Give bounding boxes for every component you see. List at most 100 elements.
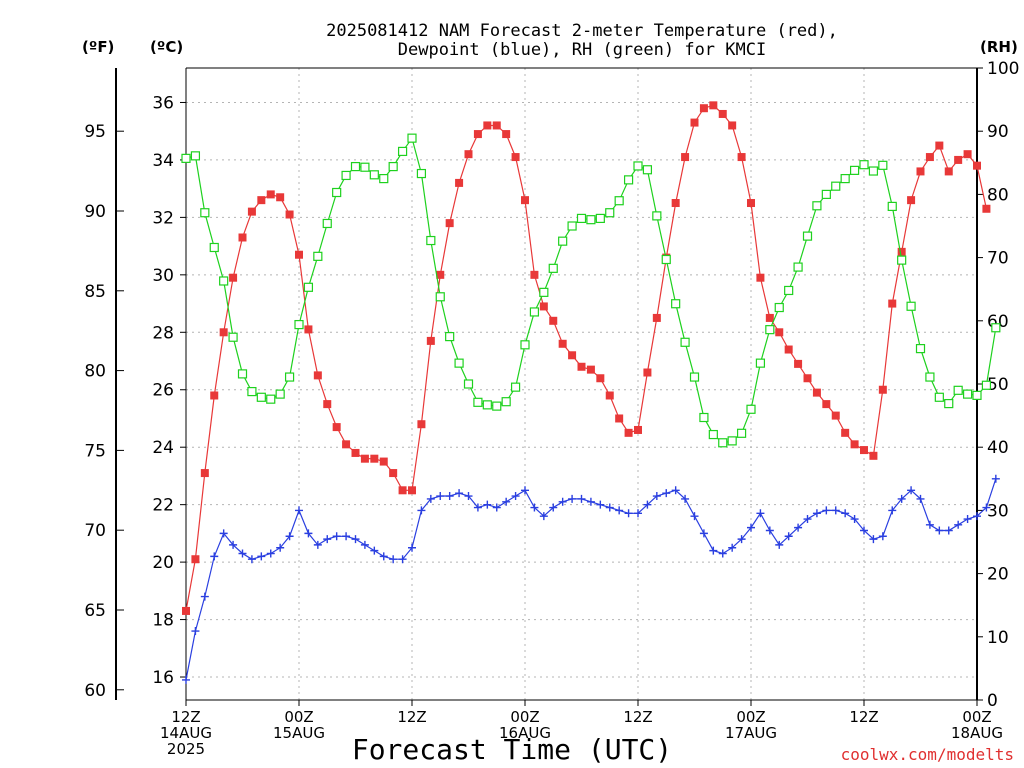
- temperature-line: [185, 104, 987, 612]
- rh-tick-label: 0: [987, 691, 998, 711]
- temperature-point: [257, 196, 266, 205]
- dewpoint-point: [709, 546, 718, 555]
- rh-point: [397, 146, 408, 157]
- dewpoint-point: [229, 540, 238, 549]
- dewpoint-point: [925, 520, 934, 529]
- dewpoint-point: [596, 500, 605, 509]
- rh-point: [463, 379, 474, 389]
- rh-point: [774, 302, 784, 313]
- x-tick-label: 00Z: [962, 708, 991, 726]
- x-tick-label: 17AUG: [725, 724, 777, 742]
- dewpoint-point: [634, 509, 642, 518]
- temperature-point: [973, 161, 981, 170]
- dewpoint-point: [426, 494, 435, 503]
- temperature-point: [878, 385, 887, 394]
- rh-point: [284, 372, 295, 382]
- x-tick-label: 12Z: [849, 708, 878, 726]
- celsius-tick-label: 16: [152, 668, 174, 688]
- rh-point: [623, 175, 634, 185]
- temperature-point: [332, 423, 341, 432]
- rh-point: [482, 400, 492, 410]
- rh-point: [341, 170, 351, 181]
- celsius-tick-label: 24: [152, 438, 174, 458]
- dewpoint-point: [850, 515, 859, 524]
- rh-point: [407, 133, 417, 143]
- rh-point: [313, 251, 323, 261]
- temperature-point: [568, 351, 577, 360]
- dewpoint-point: [549, 503, 558, 512]
- dewpoint-point: [417, 506, 426, 515]
- dewpoint-point: [351, 535, 360, 544]
- dewpoint-point: [473, 503, 482, 512]
- temperature-point: [247, 207, 256, 216]
- temperature-point: [765, 313, 774, 322]
- dewpoint-point: [323, 535, 332, 544]
- celsius-tick-label: 18: [152, 611, 174, 631]
- rh-point: [934, 392, 944, 402]
- temperature-point: [634, 425, 642, 434]
- rh-point: [369, 170, 379, 180]
- temperature-point: [426, 336, 435, 345]
- rh-point: [567, 221, 577, 231]
- dewpoint-point: [737, 535, 746, 544]
- temperature-point: [869, 451, 878, 460]
- credit-text: coolwx.com/modelts: [841, 745, 1014, 764]
- dewpoint-point: [605, 503, 614, 512]
- temperature-point: [699, 104, 708, 113]
- rh-point: [520, 340, 530, 350]
- temperature-point: [360, 454, 369, 463]
- dewpoint-point: [869, 535, 878, 544]
- rh-point: [755, 358, 766, 368]
- temperature-point: [342, 440, 351, 449]
- dewpoint-point: [492, 503, 501, 512]
- temperature-point: [718, 109, 727, 118]
- dewpoint-point: [756, 509, 765, 518]
- fahrenheit-tick-label: 80: [84, 362, 106, 382]
- dewpoint-point: [464, 492, 473, 501]
- rh-point: [699, 412, 709, 423]
- rh-point: [991, 323, 1001, 333]
- temperature-point: [389, 469, 398, 478]
- celsius-tick-label: 26: [152, 381, 174, 401]
- dewpoint-point: [285, 532, 294, 541]
- fahrenheit-tick-label: 85: [84, 282, 106, 302]
- rh-point: [294, 319, 304, 330]
- temperature-point: [643, 368, 652, 377]
- dewpoint-point: [784, 532, 793, 541]
- temperature-point: [521, 196, 529, 205]
- rh-point: [360, 162, 370, 172]
- rh-point: [228, 332, 238, 342]
- temperature-point: [775, 328, 784, 337]
- temperature-point: [530, 270, 539, 279]
- rh-point: [350, 161, 361, 172]
- temperature-point: [935, 141, 944, 150]
- grid-lines: [186, 68, 977, 700]
- dewpoint-point: [888, 506, 897, 515]
- rh-point: [915, 344, 926, 354]
- celsius-tick-label: 30: [152, 266, 174, 286]
- rh-point: [558, 236, 568, 246]
- rh-point: [746, 404, 756, 414]
- dewpoint-point: [370, 546, 379, 555]
- dewpoint-point: [690, 512, 699, 521]
- x-axis-label: Forecast Time (UTC): [352, 733, 672, 766]
- rh-point: [266, 394, 276, 404]
- rh-point: [209, 242, 219, 253]
- temperature-point: [822, 400, 831, 409]
- rh-point: [944, 398, 954, 409]
- rh-point: [237, 369, 248, 379]
- temperature-point: [436, 270, 445, 279]
- dewpoint-point: [963, 515, 972, 524]
- x-tick-label: 00Z: [510, 708, 539, 726]
- dewpoint-point: [445, 492, 454, 501]
- fahrenheit-tick-label: 90: [84, 202, 106, 222]
- temperature-point: [728, 121, 737, 130]
- rh-point: [181, 153, 191, 163]
- temperature-point: [944, 167, 953, 176]
- rh-tick-label: 90: [987, 122, 1009, 142]
- rh-point: [275, 389, 285, 399]
- dewpoint-point: [304, 529, 313, 538]
- temperature-point: [756, 273, 765, 282]
- x-tick-label: 18AUG: [951, 724, 1003, 742]
